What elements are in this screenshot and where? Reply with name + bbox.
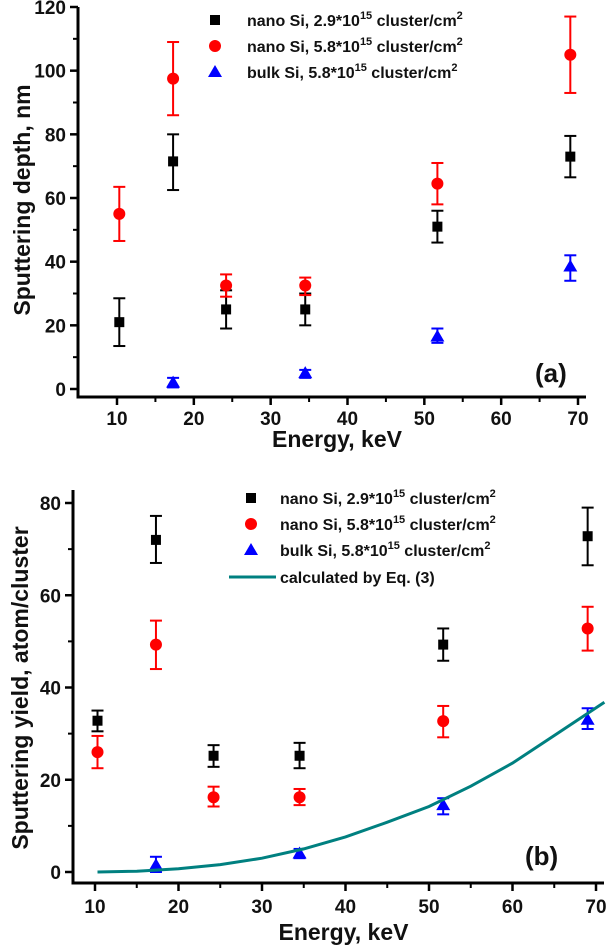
data-point	[298, 366, 313, 379]
data-point	[580, 712, 595, 725]
legend-marker	[208, 65, 222, 77]
series-square	[113, 133, 577, 348]
x-axis-title: Energy, keV	[279, 919, 410, 945]
data-point	[431, 177, 444, 190]
legend-label: nano Si, 5.8*1015 cluster/cm2	[247, 36, 463, 56]
data-point	[168, 156, 179, 167]
x-tick-label: 40	[337, 409, 358, 430]
data-point	[564, 48, 577, 61]
data-point	[166, 375, 181, 388]
x-tick-label: 70	[585, 897, 606, 918]
legend-entry: nano Si, 5.8*1015 cluster/cm2	[209, 36, 463, 56]
legend-label: nano Si, 5.8*1015 cluster/cm2	[280, 514, 496, 534]
y-tick-label: 100	[34, 62, 66, 83]
legend-entry: bulk Si, 5.8*1015 cluster/cm2	[244, 540, 490, 560]
legend-entry: nano Si, 2.9*1015 cluster/cm2	[210, 10, 463, 30]
y-tick-label: 40	[40, 679, 61, 700]
y-tick-label: 60	[45, 189, 66, 210]
data-point	[437, 715, 450, 728]
series-square	[91, 506, 594, 770]
y-tick-label: 20	[45, 316, 66, 337]
y-axis-title: Sputtering yield, atom/cluster	[7, 526, 33, 849]
legend-marker	[209, 40, 221, 52]
series-circle	[91, 605, 594, 808]
data-point	[436, 798, 451, 811]
x-tick-label: 70	[567, 409, 588, 430]
x-axis-title: Energy, keV	[272, 426, 403, 452]
data-point	[92, 715, 103, 726]
data-point	[294, 750, 305, 761]
panel-label: (a)	[535, 358, 567, 388]
data-point	[581, 622, 594, 635]
data-point	[113, 207, 126, 220]
data-point	[208, 750, 219, 761]
data-point	[149, 638, 162, 651]
legend-entry: calculated by Eq. (3)	[229, 570, 435, 587]
y-tick-label: 0	[50, 863, 61, 884]
series-circle	[113, 15, 577, 298]
data-point	[91, 746, 104, 759]
series-triangle	[166, 254, 578, 389]
data-point	[207, 791, 220, 804]
y-tick-label: 20	[40, 771, 61, 792]
legend-marker	[210, 15, 220, 25]
legend-entry: nano Si, 2.9*1015 cluster/cm2	[246, 488, 496, 508]
legend-label: bulk Si, 5.8*1015 cluster/cm2	[280, 540, 490, 560]
series-line	[97, 701, 606, 874]
legend-label: calculated by Eq. (3)	[280, 570, 435, 587]
x-tick-label: 50	[418, 897, 439, 918]
data-point	[148, 858, 163, 871]
chart-panel-a: 0 20 40 60 80 100 120 10 20 30 40 50 60 70 Energy, keV…	[9, 0, 589, 452]
x-tick-label: 50	[414, 409, 435, 430]
data-point	[114, 317, 125, 328]
legend-marker	[244, 543, 258, 555]
y-tick-label: 60	[40, 586, 61, 607]
x-tick-label: 40	[335, 897, 356, 918]
data-point	[438, 639, 449, 650]
fit-curve-line	[97, 701, 606, 874]
legend-label: nano Si, 2.9*1015 cluster/cm2	[247, 10, 463, 30]
data-point	[299, 279, 312, 292]
y-tick-label: 80	[40, 494, 61, 515]
data-point	[430, 329, 445, 342]
legend-marker	[245, 518, 257, 530]
x-tick-label: 60	[491, 409, 512, 430]
panel-label: (b)	[525, 841, 558, 871]
y-axis-title: Sputtering depth, nm	[9, 84, 35, 315]
data-point	[293, 791, 306, 804]
data-point	[220, 279, 233, 292]
x-tick-label: 20	[168, 897, 189, 918]
x-tick-label: 30	[251, 897, 272, 918]
data-point	[565, 151, 576, 162]
legend-label: nano Si, 2.9*1015 cluster/cm2	[280, 488, 496, 508]
legend-marker	[246, 493, 256, 503]
legend-entry: bulk Si, 5.8*1015 cluster/cm2	[208, 62, 457, 82]
chart-panel-b: 0 20 40 60 80 10 20 30 40 50 60 70 Energy, keV Sputte…	[7, 488, 607, 945]
data-point	[167, 72, 180, 85]
series-triangle	[148, 707, 595, 873]
legend-label: bulk Si, 5.8*1015 cluster/cm2	[247, 62, 457, 82]
x-tick-label: 20	[183, 409, 204, 430]
data-point	[563, 259, 578, 272]
data-point	[150, 534, 161, 545]
y-tick-label: 40	[45, 253, 66, 274]
data-point	[582, 531, 593, 542]
data-point	[221, 304, 232, 315]
y-tick-label: 80	[45, 125, 66, 146]
x-tick-label: 10	[84, 897, 105, 918]
data-point	[300, 304, 311, 315]
x-tick-label: 60	[502, 897, 523, 918]
data-point	[292, 846, 307, 859]
x-tick-label: 30	[260, 409, 281, 430]
x-tick-label: 10	[106, 409, 127, 430]
legend-entry: nano Si, 5.8*1015 cluster/cm2	[245, 514, 496, 534]
data-point	[432, 221, 443, 232]
y-tick-label: 0	[55, 380, 66, 401]
y-tick-label: 120	[34, 0, 66, 19]
